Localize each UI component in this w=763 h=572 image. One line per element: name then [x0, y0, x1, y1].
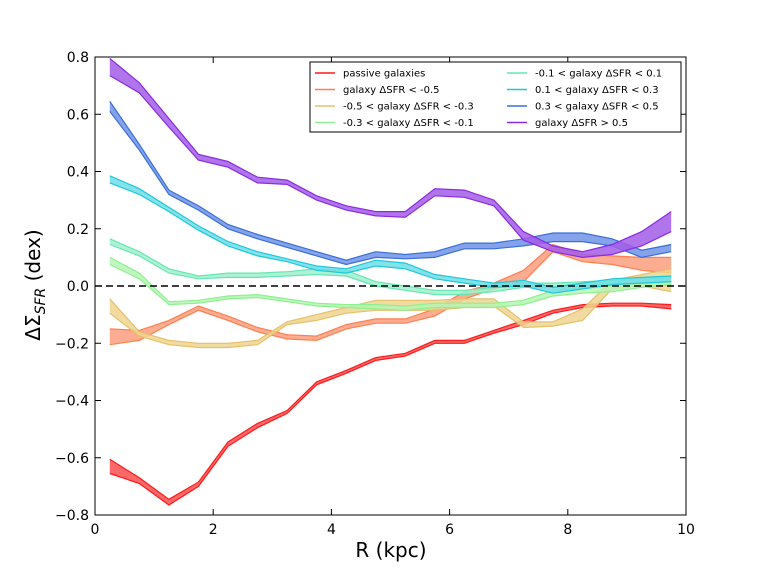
x-tick-label: 0	[91, 522, 100, 538]
legend-label: -0.1 < galaxy ΔSFR < 0.1	[535, 69, 662, 80]
y-axis-label: ΔΣSFR (dex)	[21, 229, 49, 340]
y-tick-label: 0.4	[67, 165, 89, 181]
band-3-lower-line	[109, 263, 672, 311]
y-tick-label: 0.8	[67, 50, 89, 66]
band-6-upper-line	[109, 101, 672, 261]
band-4-upper-line	[109, 238, 672, 291]
y-tick-label: 0.6	[67, 107, 89, 123]
band-0	[109, 303, 672, 505]
band-7-upper-line	[109, 57, 672, 253]
band-3	[109, 257, 672, 311]
band-5-lower-line	[109, 182, 672, 294]
y-tick-label: 0.0	[67, 279, 89, 295]
legend-label: 0.3 < galaxy ΔSFR < 0.5	[535, 102, 659, 113]
x-axis-label: R (kpc)	[355, 538, 426, 562]
x-tick-label: 4	[327, 522, 336, 538]
legend-label: passive galaxies	[343, 69, 425, 80]
legend-box	[309, 61, 682, 133]
y-axis-label-subscript: SFR	[33, 288, 49, 315]
legend: passive galaxies galaxy ΔSFR < -0.5 -0.5 <…	[309, 61, 682, 133]
band-1-lower-line	[109, 251, 672, 346]
legend-label: -0.5 < galaxy ΔSFR < -0.3	[343, 102, 474, 113]
y-tick-label: −0.2	[55, 336, 89, 352]
y-axis-label-prefix: ΔΣ	[21, 314, 45, 340]
legend-label: galaxy ΔSFR > 0.5	[535, 118, 628, 129]
band-6-lower-line	[109, 111, 672, 266]
x-tick-label: 2	[209, 522, 218, 538]
band-5-upper-line	[109, 175, 672, 289]
band-2-upper-line	[109, 268, 672, 344]
band-0-lower-line	[109, 305, 672, 506]
band-7-lower-line	[109, 75, 672, 259]
plot-area	[95, 57, 686, 506]
y-tick-label: −0.4	[55, 394, 89, 410]
band-0-upper-line	[109, 302, 672, 501]
band-2-lower-line	[109, 285, 672, 349]
legend-label: -0.3 < galaxy ΔSFR < -0.1	[343, 118, 474, 129]
y-tick-label: −0.8	[55, 508, 89, 524]
y-axis-label-suffix: (dex)	[21, 229, 45, 287]
x-tick-label: 6	[445, 522, 454, 538]
x-tick-label: 8	[563, 522, 572, 538]
axes: 0 2 4 6 8 10 −0.8 −0.6 −0.4 −0.2 0.0 0.2 0.4 0.6 0.8	[55, 50, 695, 538]
y-tick-label: 0.2	[67, 222, 89, 238]
legend-label: 0.1 < galaxy ΔSFR < 0.3	[535, 85, 659, 96]
band-1	[109, 244, 672, 345]
band-5	[109, 175, 672, 294]
x-tick-label: 10	[677, 522, 695, 538]
legend-label: galaxy ΔSFR < -0.5	[343, 85, 440, 96]
y-tick-label: −0.6	[55, 451, 89, 467]
